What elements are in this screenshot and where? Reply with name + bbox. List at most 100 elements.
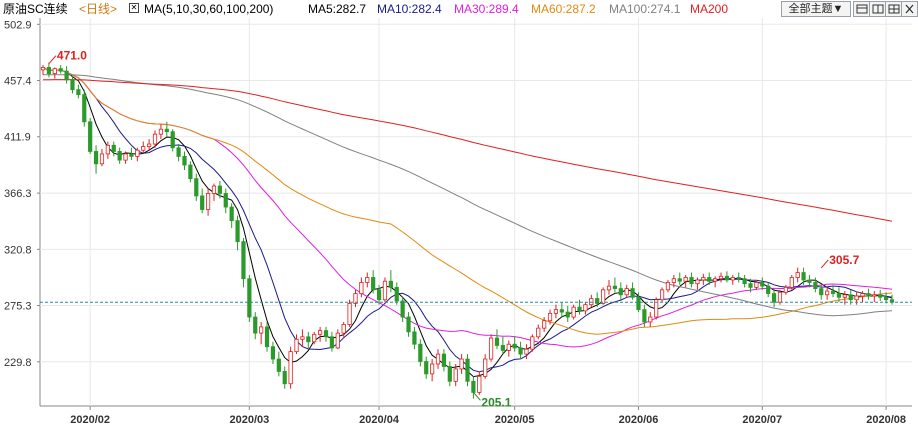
ma200-value: MA200: [690, 2, 729, 16]
candle: [182, 151, 187, 170]
candle-body: [430, 363, 435, 375]
candle-body: [695, 279, 700, 285]
candle-body: [789, 277, 794, 288]
candle-body: [294, 338, 299, 353]
candle-body: [724, 275, 730, 281]
candle-body: [211, 185, 217, 194]
candle: [194, 173, 199, 201]
candle-body: [665, 282, 671, 291]
candle-body: [530, 336, 535, 350]
candle: [406, 312, 411, 337]
candle-body: [58, 68, 63, 72]
candle-body: [188, 164, 193, 180]
candle-body: [40, 67, 46, 71]
candle: [771, 288, 777, 308]
candle-body: [524, 348, 529, 355]
period-label[interactable]: <日线>: [79, 2, 118, 16]
candle: [512, 336, 517, 352]
candle-body: [589, 298, 594, 306]
candle: [830, 286, 836, 298]
candle-body: [447, 366, 452, 382]
candle-body: [571, 306, 576, 318]
candle: [854, 292, 859, 305]
candle-body: [642, 309, 647, 323]
close-icon[interactable]: [901, 1, 918, 17]
candle-body: [152, 133, 158, 145]
candle: [223, 188, 228, 214]
y-tick-label: 411.9: [4, 132, 31, 144]
candle: [565, 305, 570, 322]
candle: [630, 282, 635, 300]
ma-config-label[interactable]: MA(5,10,30,60,100,200): [144, 2, 274, 16]
candle-body: [872, 294, 877, 297]
candle-body: [553, 309, 559, 314]
candle-body: [542, 320, 547, 329]
candle-body: [842, 294, 847, 298]
candle: [359, 277, 364, 298]
candle: [494, 329, 500, 350]
candle-body: [884, 296, 889, 301]
candle: [683, 275, 688, 288]
ma10-line: [42, 66, 893, 373]
candle-body: [123, 153, 128, 161]
candle: [300, 329, 305, 347]
candle-body: [500, 345, 505, 351]
candle: [170, 129, 175, 152]
candle: [536, 324, 541, 340]
candle: [288, 346, 293, 389]
candle-body: [365, 277, 370, 283]
candle: [247, 275, 252, 322]
candle: [754, 279, 759, 290]
candle: [671, 275, 676, 288]
x-tick-label: 2020/02: [70, 414, 110, 426]
candle: [459, 354, 464, 374]
candle: [583, 302, 588, 315]
candle-body: [335, 332, 340, 349]
candle: [347, 299, 352, 327]
symbol-label[interactable]: 原油SC连续: [3, 2, 68, 16]
candle-body: [253, 316, 258, 334]
candle-body: [223, 193, 228, 208]
candle: [188, 161, 193, 183]
candle-body: [825, 290, 830, 296]
candle-body: [147, 143, 152, 147]
candle: [795, 267, 800, 283]
candle: [164, 121, 169, 137]
candle-body: [288, 351, 293, 385]
candle-body: [654, 299, 659, 318]
candle-body: [323, 330, 329, 338]
candle-body: [300, 336, 305, 340]
candle-body: [194, 178, 199, 197]
candle: [229, 203, 234, 229]
candle: [866, 288, 871, 300]
candle-body: [306, 336, 311, 343]
candle-body: [807, 279, 812, 283]
candle: [819, 284, 824, 300]
candle-body: [860, 293, 865, 297]
topic-select-button[interactable]: 全部主题▼: [781, 1, 851, 17]
candle-body: [376, 289, 382, 301]
candle-body: [577, 306, 582, 312]
candle: [64, 66, 69, 84]
candle-body: [583, 304, 588, 312]
candle: [294, 334, 299, 355]
annotation-pointer: [48, 55, 57, 65]
candle-body: [459, 358, 464, 370]
candle-body: [312, 333, 317, 343]
candle-body: [141, 146, 146, 151]
candle: [371, 270, 376, 294]
candle: [259, 321, 264, 345]
candle: [506, 340, 511, 357]
candle: [400, 297, 405, 322]
candle-body: [506, 343, 511, 351]
candle: [707, 272, 712, 285]
y-tick-label: 275.3: [4, 301, 32, 313]
grid-icon[interactable]: [885, 1, 903, 17]
candle: [135, 147, 140, 162]
candle: [465, 354, 470, 387]
price-annotation: 205.1: [481, 395, 511, 409]
ma-settings-icon[interactable]: ✕: [129, 3, 139, 13]
candle-body: [76, 89, 81, 96]
candle: [807, 275, 812, 288]
